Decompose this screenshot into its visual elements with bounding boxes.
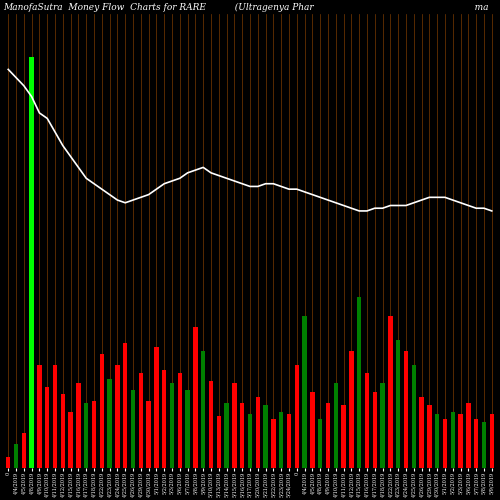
Bar bbox=[310, 392, 314, 468]
Bar bbox=[224, 403, 228, 468]
Bar bbox=[216, 416, 221, 468]
Bar bbox=[427, 405, 432, 468]
Bar bbox=[123, 344, 128, 468]
Bar bbox=[131, 390, 135, 468]
Bar bbox=[490, 414, 494, 468]
Bar bbox=[404, 351, 408, 468]
Bar bbox=[68, 412, 73, 468]
Bar bbox=[178, 372, 182, 468]
Bar bbox=[412, 365, 416, 468]
Bar bbox=[287, 414, 291, 468]
Bar bbox=[388, 316, 392, 468]
Bar bbox=[60, 394, 65, 468]
Bar bbox=[357, 297, 362, 468]
Bar bbox=[450, 412, 455, 468]
Bar bbox=[92, 400, 96, 468]
Bar bbox=[256, 398, 260, 468]
Bar bbox=[420, 398, 424, 468]
Bar bbox=[201, 351, 205, 468]
Bar bbox=[100, 354, 104, 468]
Bar bbox=[30, 58, 34, 468]
Bar bbox=[170, 384, 174, 468]
Bar bbox=[264, 405, 268, 468]
Bar bbox=[458, 414, 462, 468]
Bar bbox=[302, 316, 306, 468]
Bar bbox=[279, 412, 283, 468]
Bar bbox=[162, 370, 166, 468]
Bar bbox=[38, 365, 42, 468]
Bar bbox=[209, 382, 213, 468]
Bar bbox=[365, 372, 369, 468]
Bar bbox=[138, 372, 143, 468]
Bar bbox=[6, 457, 10, 468]
Bar bbox=[342, 405, 345, 468]
Text: ManofaSutra  Money Flow  Charts for RARE          (Ultragenya Phar              : ManofaSutra Money Flow Charts for RARE (… bbox=[3, 3, 488, 12]
Bar bbox=[186, 390, 190, 468]
Bar bbox=[318, 419, 322, 468]
Bar bbox=[84, 403, 88, 468]
Bar bbox=[372, 392, 377, 468]
Bar bbox=[326, 403, 330, 468]
Bar bbox=[232, 384, 236, 468]
Bar bbox=[146, 400, 151, 468]
Bar bbox=[396, 340, 400, 468]
Bar bbox=[154, 346, 158, 468]
Bar bbox=[272, 419, 276, 468]
Bar bbox=[240, 403, 244, 468]
Bar bbox=[294, 365, 299, 468]
Bar bbox=[482, 422, 486, 468]
Bar bbox=[22, 433, 26, 468]
Bar bbox=[474, 419, 478, 468]
Bar bbox=[349, 351, 354, 468]
Bar bbox=[45, 386, 50, 468]
Bar bbox=[76, 384, 80, 468]
Bar bbox=[380, 384, 384, 468]
Bar bbox=[14, 444, 18, 468]
Bar bbox=[466, 403, 470, 468]
Bar bbox=[443, 419, 447, 468]
Bar bbox=[116, 365, 119, 468]
Bar bbox=[248, 414, 252, 468]
Bar bbox=[53, 365, 57, 468]
Bar bbox=[334, 384, 338, 468]
Bar bbox=[194, 328, 198, 468]
Bar bbox=[435, 414, 440, 468]
Bar bbox=[108, 379, 112, 468]
